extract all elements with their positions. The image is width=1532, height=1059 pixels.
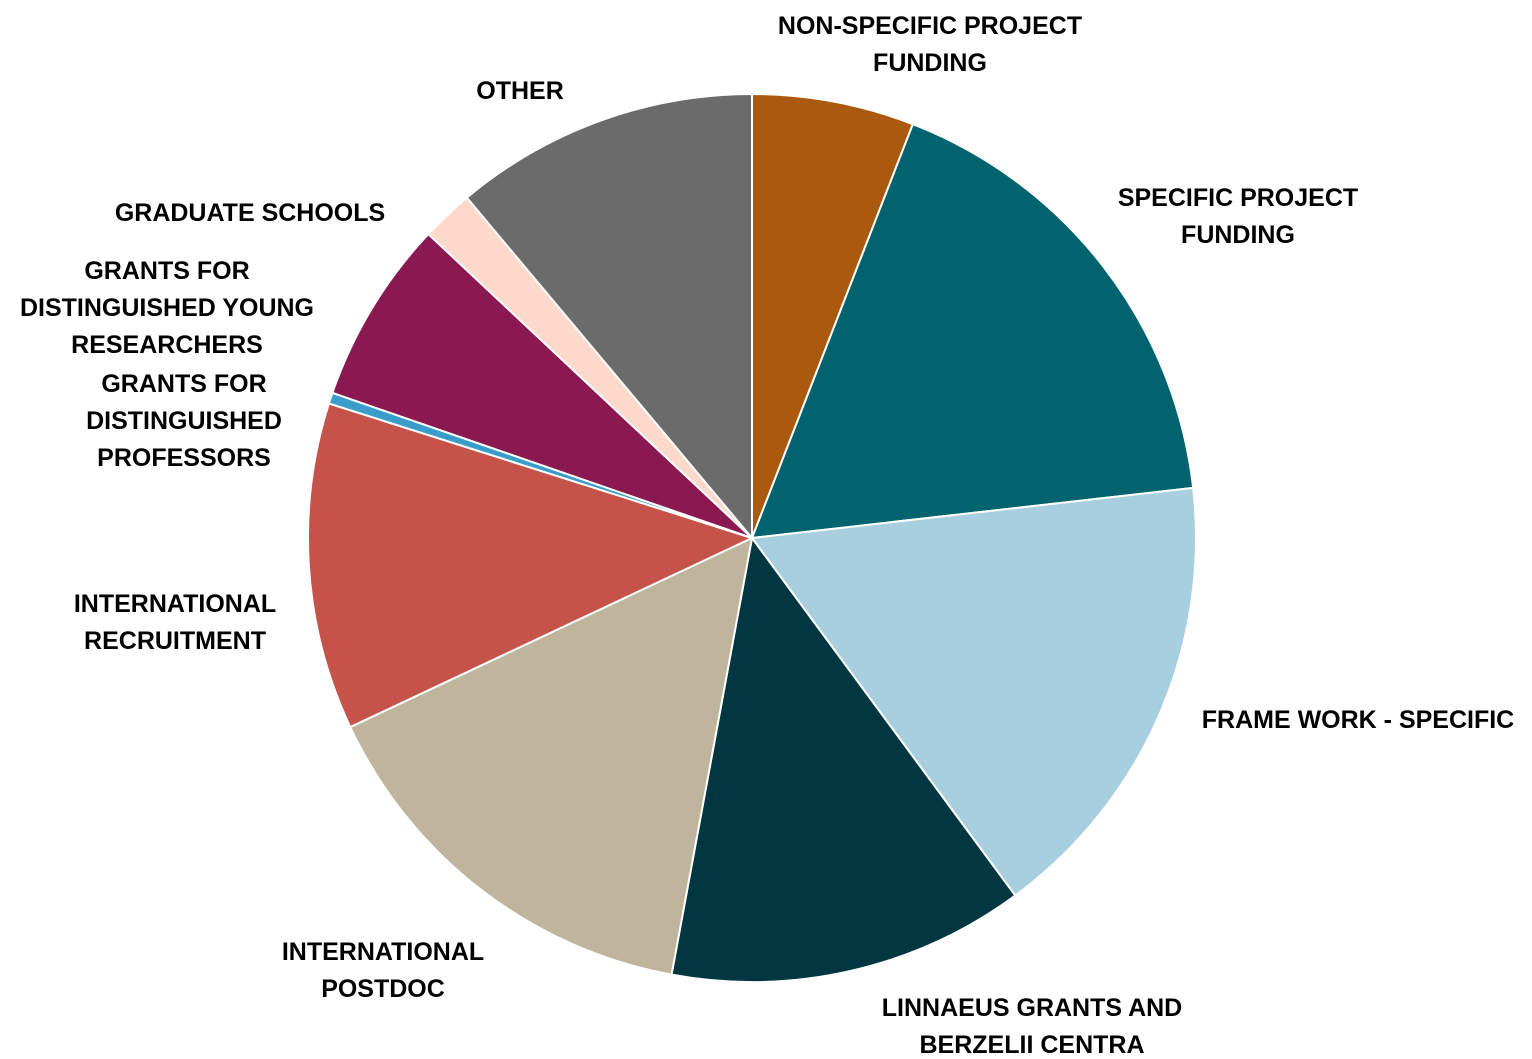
slice-label-line: POSTDOC <box>321 975 445 1003</box>
slice-label-line: NON-SPECIFIC PROJECT <box>778 12 1082 40</box>
slice-label-5: INTERNATIONAL RECRUITMENT <box>74 590 276 655</box>
pie-slice-2 <box>750 486 1197 897</box>
slice-label-line: INTERNATIONAL <box>282 938 484 966</box>
pie-slice-1 <box>750 122 1195 540</box>
slice-label-6: GRANTS FOR DISTINGUISHED PROFESSORS <box>86 370 282 472</box>
slice-label-line: OTHER <box>476 77 564 105</box>
pie-slice-4 <box>348 536 754 976</box>
slice-label-9: OTHER <box>476 77 564 105</box>
slice-label-line: PROFESSORS <box>97 444 271 472</box>
slice-label-2: FRAME WORK - SPECIFIC <box>1202 706 1515 734</box>
slice-label-line: BERZELII CENTRA <box>920 1031 1145 1059</box>
slice-label-4: INTERNATIONAL POSTDOC <box>282 938 484 1003</box>
slice-label-line: RECRUITMENT <box>84 627 266 655</box>
slice-label-line: DISTINGUISHED <box>86 407 282 435</box>
pie-slice-7 <box>331 232 753 539</box>
slice-label-line: SPECIFIC PROJECT <box>1118 184 1358 212</box>
pie-slice-0 <box>751 92 915 539</box>
slice-label-0: NON-SPECIFIC PROJECT FUNDING <box>778 12 1082 77</box>
slice-label-8: GRADUATE SCHOOLS <box>115 199 385 227</box>
slice-label-7: GRANTS FOR DISTINGUISHED YOUNG RESEARCHERS <box>20 257 314 359</box>
pie-slice-5 <box>307 402 755 729</box>
slice-label-line: RESEARCHERS <box>71 331 263 359</box>
slice-label-1: SPECIFIC PROJECT FUNDING <box>1118 184 1358 249</box>
slice-label-line: GRANTS FOR <box>101 370 266 398</box>
pie-slice-9 <box>465 92 753 541</box>
slice-label-line: INTERNATIONAL <box>74 590 276 618</box>
slice-label-line: FUNDING <box>1181 221 1295 249</box>
slice-label-3: LINNAEUS GRANTS AND BERZELII CENTRA <box>882 994 1182 1059</box>
slice-label-line: LINNAEUS GRANTS AND <box>882 994 1182 1022</box>
slice-label-line: FRAME WORK - SPECIFIC <box>1202 706 1515 734</box>
pie-slice-3 <box>670 535 1017 983</box>
slice-label-line: FUNDING <box>873 49 987 77</box>
slice-label-line: DISTINGUISHED YOUNG <box>20 294 314 322</box>
pie-slices <box>307 92 1197 983</box>
slice-label-line: GRADUATE SCHOOLS <box>115 199 385 227</box>
slice-label-line: GRANTS FOR <box>84 257 249 285</box>
